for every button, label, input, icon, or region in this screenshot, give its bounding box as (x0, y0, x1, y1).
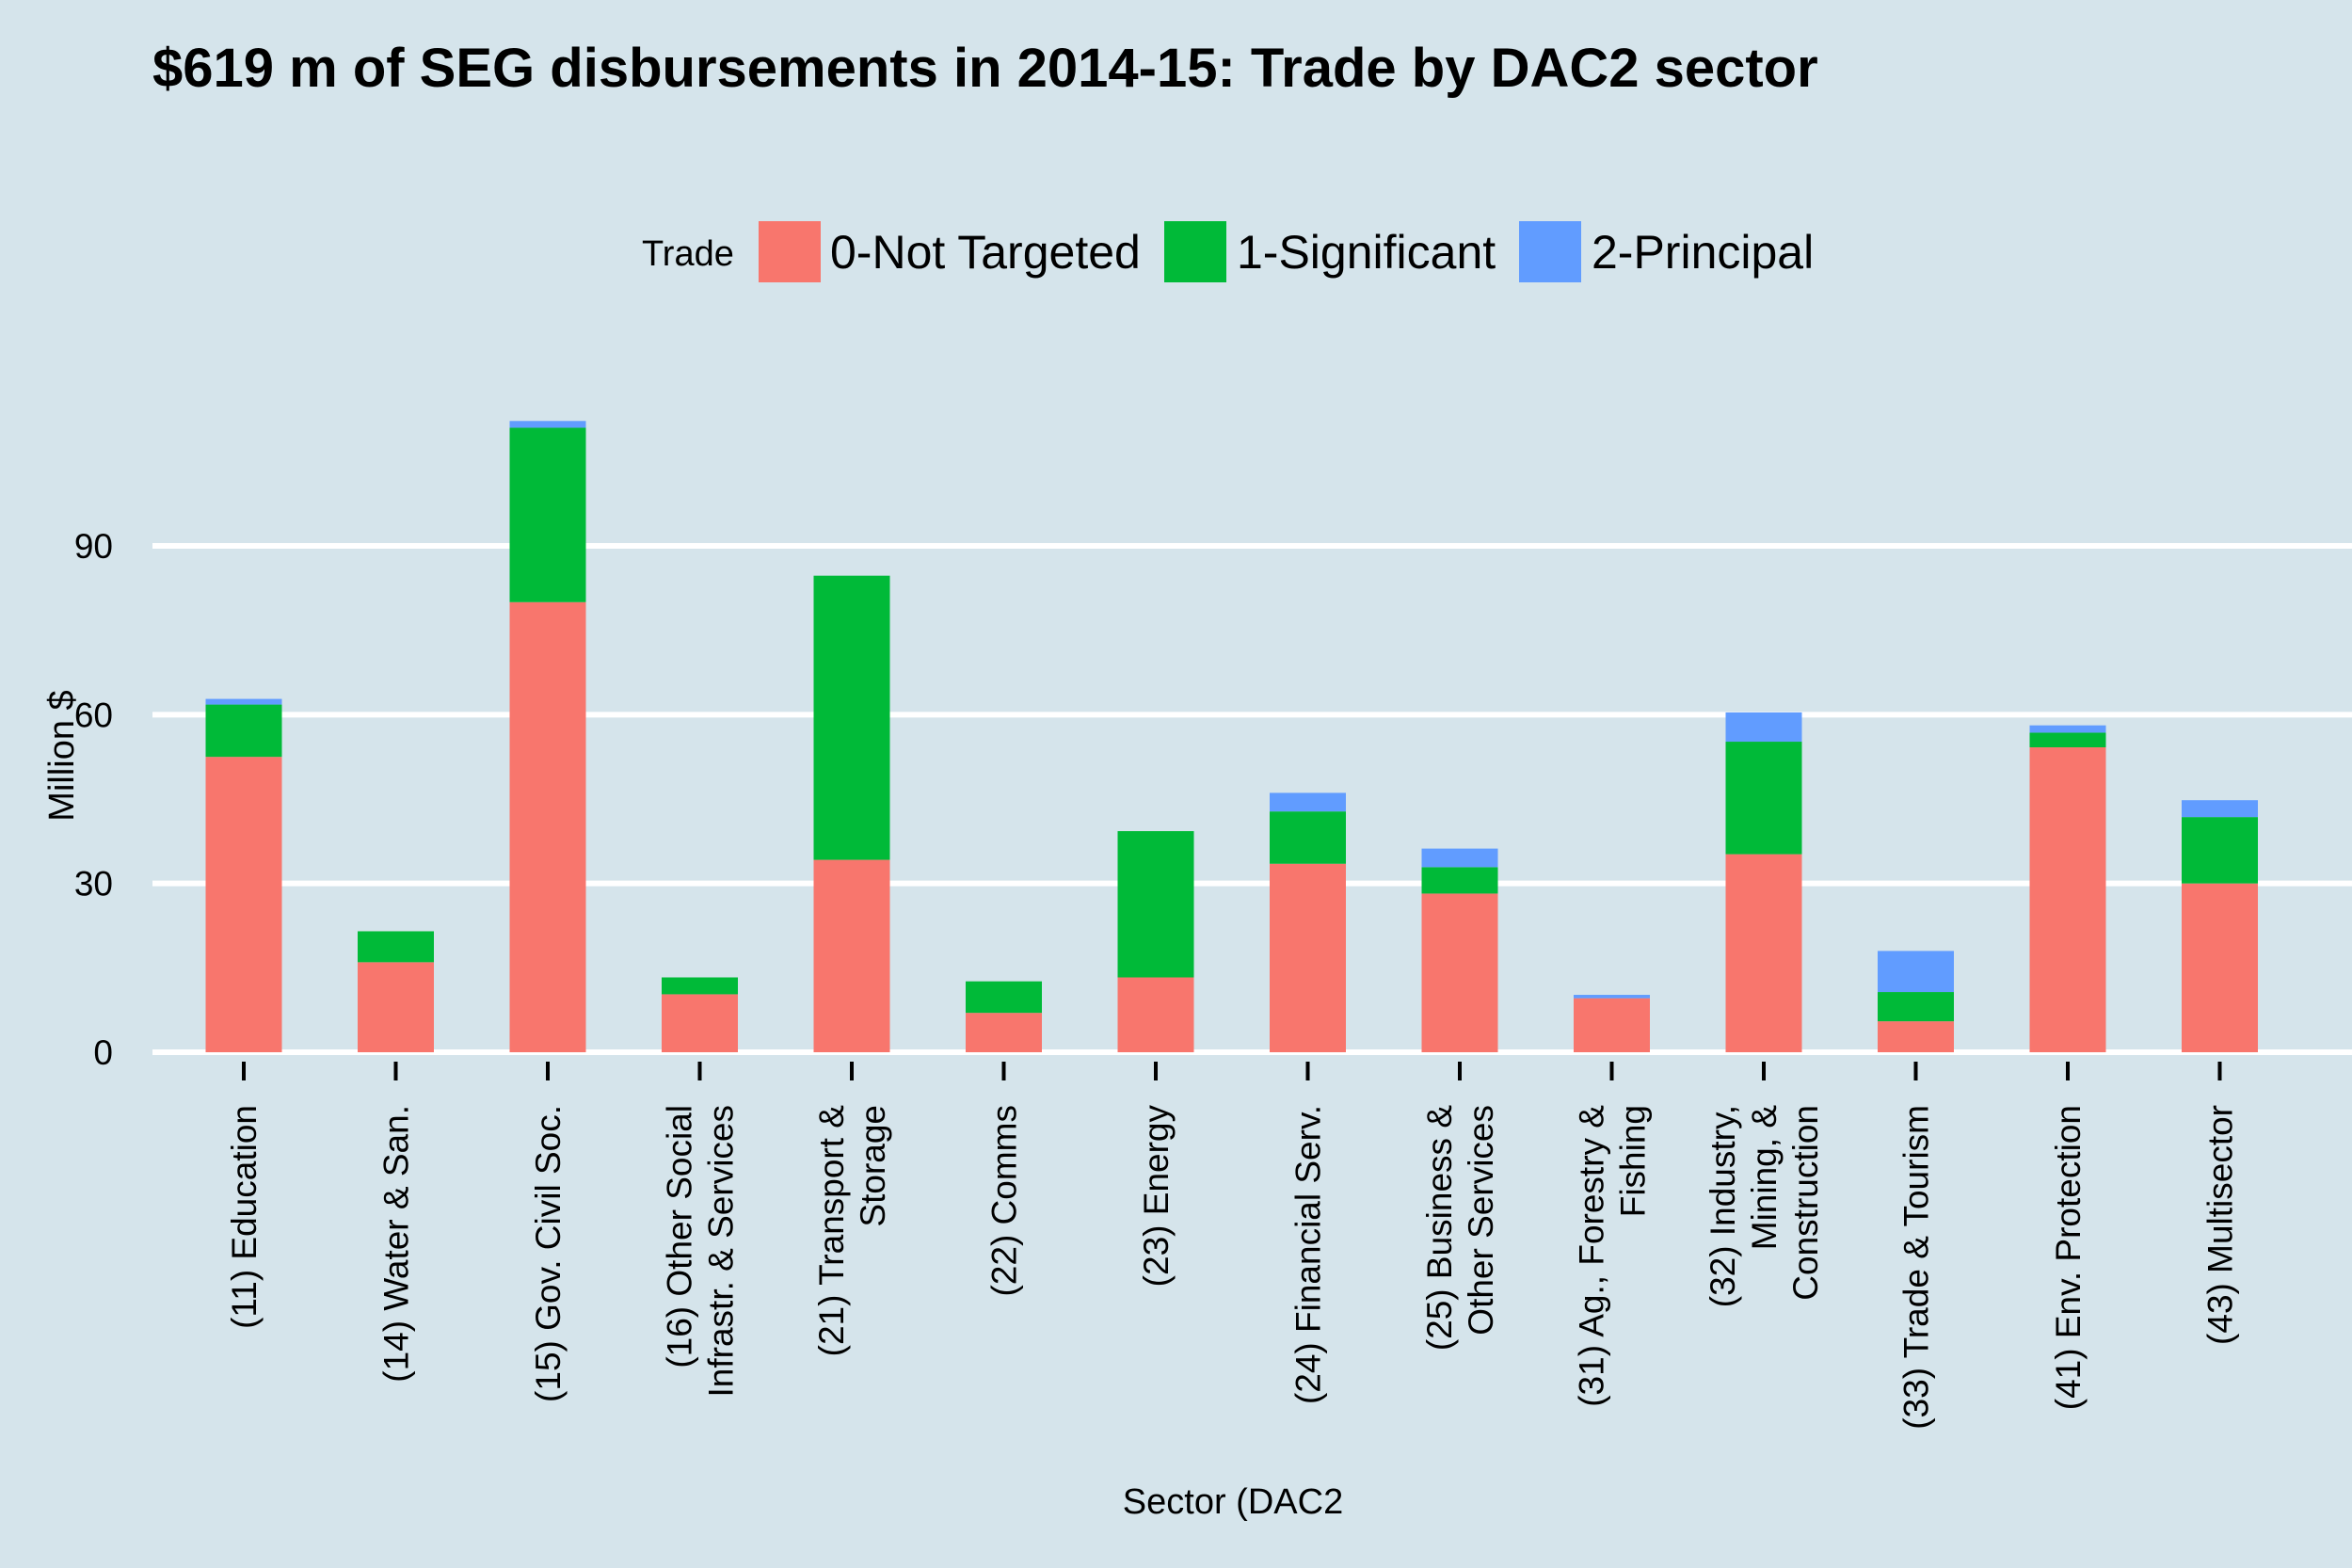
bar-segment-7-0 (1270, 863, 1346, 1052)
bars (205, 421, 2258, 1052)
legend-swatch-1 (1164, 221, 1226, 282)
x-tick-label-4: (21) Transport &Storage (812, 1105, 892, 1357)
x-axis-title: Sector (DAC2 (1123, 1482, 1343, 1522)
legend-title: Trade (642, 234, 734, 274)
x-tick-label-10: (32) Industry,Mining, &Construction (1704, 1105, 1825, 1308)
bar-segment-7-1 (1270, 811, 1346, 864)
x-tick-label-1: (14) Water & San. (377, 1105, 416, 1383)
x-tick-label-2: (15) Gov. Civil Soc. (529, 1105, 568, 1402)
bar-segment-13-1 (2182, 817, 2258, 884)
bar-segment-11-2 (1878, 951, 1954, 993)
bar-segment-2-2 (509, 421, 586, 428)
chart-title: $619 m of SEG disbursements in 2014-15: … (152, 38, 1818, 99)
bar-segment-0-0 (205, 757, 282, 1052)
x-tick-label-13: (43) Multisector (2201, 1105, 2240, 1345)
bar-segment-8-2 (1421, 848, 1498, 868)
x-axis: (11) Education (14) Water & San. (15) Gov.… (225, 1062, 2240, 1430)
bar-segment-9-2 (1574, 995, 1650, 999)
x-tick-label-12: (41) Env. Protection (2049, 1105, 2088, 1410)
legend-label-0: 0-Not Targeted (830, 226, 1141, 279)
legend-label-2: 2-Principal (1592, 226, 1814, 279)
bar-segment-11-1 (1878, 992, 1954, 1022)
legend-swatch-2 (1519, 221, 1581, 282)
bar-segment-11-0 (1878, 1021, 1954, 1052)
y-tick-label-30: 30 (74, 865, 113, 904)
bar-segment-4-1 (813, 575, 890, 860)
gridlines (152, 543, 2352, 1055)
bar-segment-10-0 (1725, 854, 1802, 1052)
bar-segment-3-0 (662, 994, 738, 1052)
bar-segment-1-0 (358, 962, 434, 1052)
bar-segment-8-1 (1421, 867, 1498, 894)
y-axis: 0 30 60 90 (74, 527, 113, 1072)
y-tick-label-60: 60 (74, 696, 113, 734)
y-tick-label-90: 90 (74, 527, 113, 566)
bar-segment-12-1 (2029, 732, 2106, 748)
bar-segment-0-2 (205, 698, 282, 705)
x-tick-label-9: (31) Ag., Forestry &Fishing (1573, 1105, 1653, 1407)
bar-segment-4-0 (813, 859, 890, 1052)
bar-segment-10-2 (1725, 712, 1802, 743)
bar-segment-8-0 (1421, 893, 1498, 1052)
bar-segment-5-1 (966, 981, 1042, 1014)
bar-segment-6-1 (1117, 831, 1194, 978)
bar-segment-2-1 (509, 427, 586, 602)
x-tick-label-11: (33) Trade & Tourism (1897, 1105, 1936, 1430)
bar-segment-5-0 (966, 1013, 1042, 1052)
legend: Trade 0-Not Targeted 1-Significant 2-Princ… (642, 221, 1814, 282)
bar-segment-12-2 (2029, 725, 2106, 733)
y-tick-label-0: 0 (93, 1033, 113, 1072)
x-tick-label-6: (23) Energy (1137, 1105, 1176, 1288)
bar-segment-1-1 (358, 931, 434, 963)
y-axis-title: Million $ (42, 690, 82, 821)
legend-swatch-0 (759, 221, 821, 282)
bar-segment-2-0 (509, 601, 586, 1052)
bar-segment-13-0 (2182, 883, 2258, 1052)
x-tick-label-0: (11) Education (225, 1105, 264, 1329)
bar-segment-10-1 (1725, 742, 1802, 855)
bar-segment-0-1 (205, 704, 282, 758)
bar-segment-6-0 (1117, 977, 1194, 1052)
x-tick-label-8: (25) Business &Other Services (1420, 1105, 1500, 1351)
bar-segment-12-0 (2029, 747, 2106, 1052)
bar-segment-7-2 (1270, 792, 1346, 812)
x-tick-label-3: (16) Other SocialInfrastr. & Services (661, 1105, 741, 1398)
x-tick-label-7: (24) Financial Serv. (1289, 1105, 1328, 1404)
legend-label-1: 1-Significant (1237, 226, 1496, 279)
x-tick-label-5: (22) Comms (985, 1105, 1024, 1297)
bar-segment-9-0 (1574, 998, 1650, 1052)
bar-segment-13-2 (2182, 800, 2258, 818)
bar-segment-3-1 (662, 977, 738, 995)
